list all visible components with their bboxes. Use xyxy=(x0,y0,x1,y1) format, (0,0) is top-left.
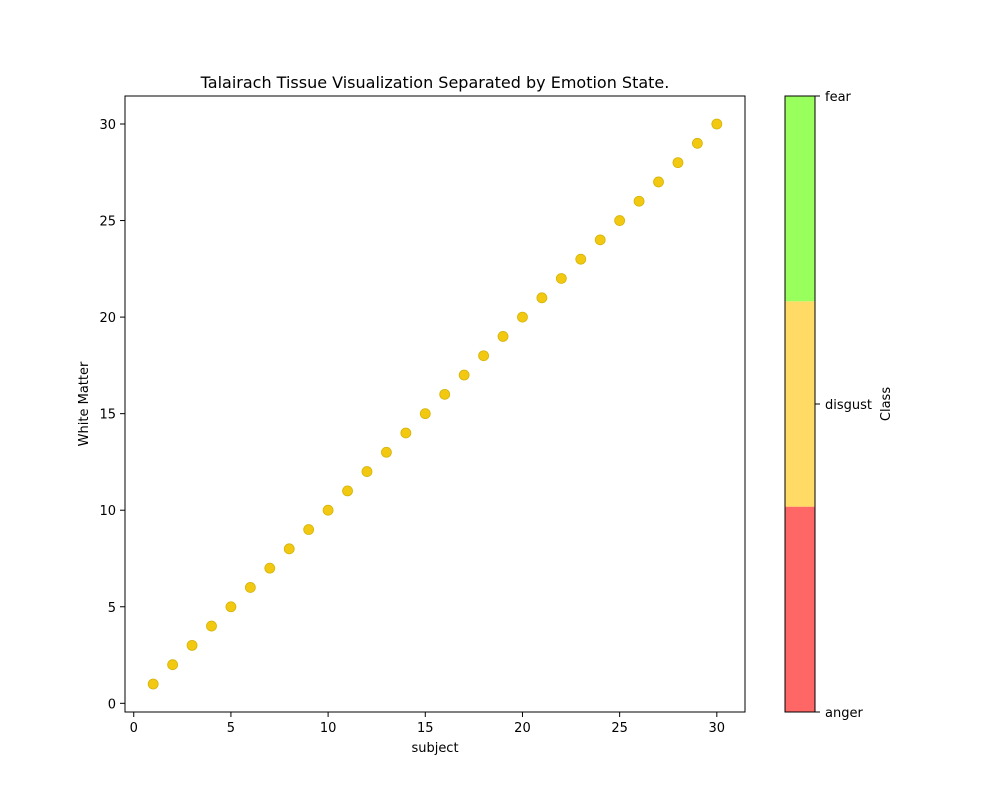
y-tick-label: 0 xyxy=(108,697,116,712)
data-point xyxy=(711,118,723,130)
data-point xyxy=(361,466,373,477)
data-point xyxy=(167,659,179,671)
data-point xyxy=(439,388,451,400)
x-tick-label: 20 xyxy=(514,721,531,736)
data-point xyxy=(381,446,392,458)
y-tick-label: 10 xyxy=(99,504,116,519)
data-point xyxy=(283,543,295,555)
data-point xyxy=(517,311,528,323)
x-tick-label: 10 xyxy=(320,721,337,736)
data-point xyxy=(478,350,489,362)
colorbar-label: Class xyxy=(879,387,894,421)
plot-frame xyxy=(124,95,746,713)
data-point xyxy=(225,601,237,613)
y-tick-label: 25 xyxy=(99,215,116,230)
x-tick-label: 5 xyxy=(227,721,235,736)
data-point xyxy=(186,639,198,651)
data-point xyxy=(342,485,353,497)
x-tick-label: 15 xyxy=(417,721,434,736)
data-point xyxy=(206,620,217,632)
data-point xyxy=(653,176,664,188)
x-tick-label: 25 xyxy=(611,721,628,736)
data-point xyxy=(322,504,334,516)
data-point xyxy=(633,195,645,207)
data-point xyxy=(264,562,276,574)
colorbar: anger disgust fear Class xyxy=(784,90,894,721)
x-tick-label: 0 xyxy=(130,721,138,736)
colorbar-segment-anger xyxy=(785,506,815,712)
data-point xyxy=(458,369,470,381)
data-point xyxy=(536,292,548,304)
y-tick-label: 5 xyxy=(108,601,116,616)
y-tick-label: 15 xyxy=(99,408,116,423)
y-tick-label: 20 xyxy=(99,311,116,326)
colorbar-segments xyxy=(785,96,815,712)
data-point xyxy=(400,427,412,439)
x-axis: 0 5 10 15 20 25 30 xyxy=(130,712,725,736)
data-point xyxy=(575,253,587,265)
data-point xyxy=(555,273,567,284)
colorbar-segment-fear xyxy=(785,96,815,302)
y-axis: 0 5 10 15 20 25 30 xyxy=(99,118,125,712)
data-points xyxy=(147,118,723,690)
colorbar-tick-label: fear xyxy=(825,90,852,105)
data-point xyxy=(147,678,159,690)
data-point xyxy=(594,234,606,246)
y-tick-label: 30 xyxy=(99,118,116,133)
y-axis-label: White Matter xyxy=(77,361,92,446)
colorbar-tick-label: anger xyxy=(825,706,863,721)
chart-title: Talairach Tissue Visualization Separated… xyxy=(200,73,670,92)
plot-area xyxy=(124,95,746,713)
data-point xyxy=(672,157,684,169)
data-point xyxy=(497,331,509,342)
x-axis-label: subject xyxy=(411,741,458,756)
x-tick-label: 30 xyxy=(709,721,726,736)
data-point xyxy=(614,215,626,226)
colorbar-tick-label: disgust xyxy=(825,398,872,413)
colorbar-segment-disgust xyxy=(785,301,815,507)
colorbar-ticks: anger disgust fear xyxy=(815,90,872,721)
data-point xyxy=(691,137,703,149)
data-point xyxy=(419,408,431,420)
data-point xyxy=(244,582,256,593)
data-point xyxy=(303,524,315,535)
